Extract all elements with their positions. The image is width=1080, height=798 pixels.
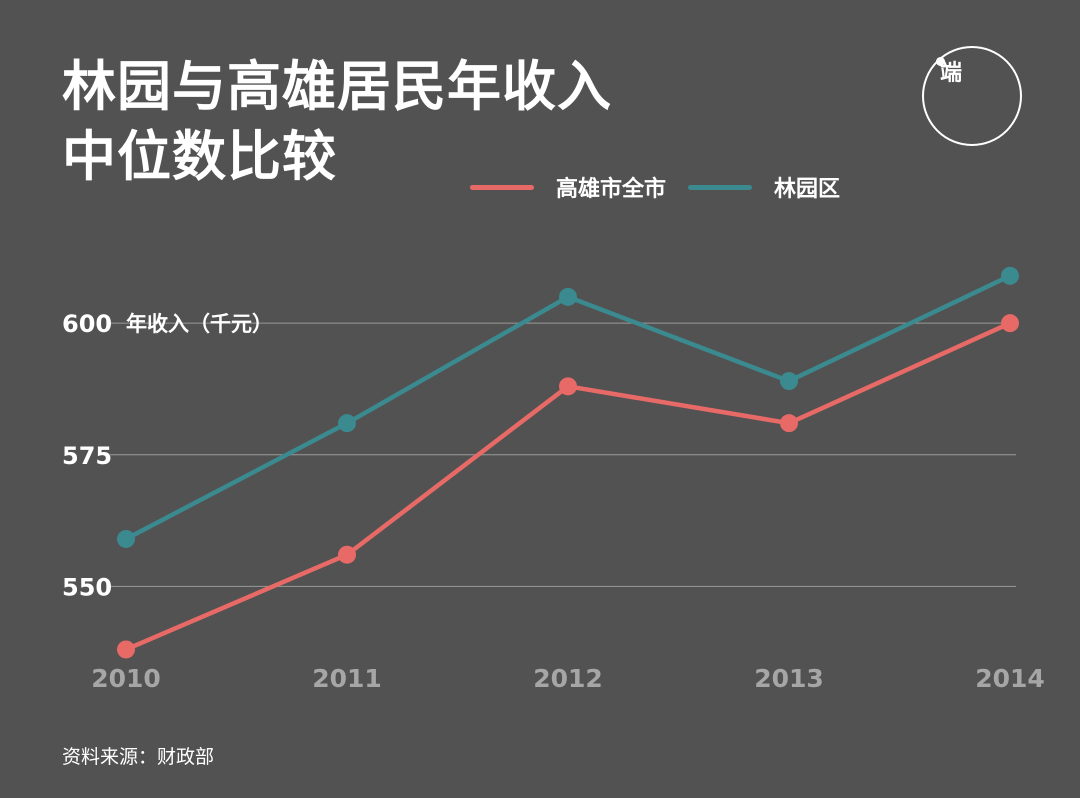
legend-label-kaohsiung: 高雄市全市 (556, 177, 667, 202)
brand-logo-dot (936, 57, 945, 66)
data-point-0-2012 (559, 377, 577, 396)
data-point-1-2011 (338, 414, 356, 433)
x-tick-label-2013: 2013 (754, 664, 824, 693)
legend-swatch-linyuan (688, 184, 753, 190)
data-point-0-2010 (117, 640, 135, 659)
y-tick-label-600: 600 (62, 310, 112, 338)
data-point-1-2010 (117, 529, 135, 548)
data-point-1-2012 (559, 287, 577, 306)
brand-logo: 端 (922, 46, 1022, 146)
legend-label-linyuan: 林园区 (774, 177, 841, 202)
y-axis-label: 年收入（千元） (126, 312, 273, 336)
data-point-1-2014 (1001, 266, 1019, 285)
data-point-1-2013 (780, 372, 798, 391)
chart-legend: 高雄市全市 林园区 (470, 172, 862, 202)
data-point-0-2013 (780, 414, 798, 433)
chart-title: 林园与高雄居民年收入 中位数比较 (62, 52, 612, 192)
chart-title-line-1: 林园与高雄居民年收入 (62, 55, 612, 118)
y-tick-label-575: 575 (62, 442, 112, 470)
series-line-0 (123, 320, 1013, 652)
data-point-0-2014 (1001, 314, 1019, 333)
legend-swatch-kaohsiung (470, 184, 534, 190)
x-tick-label-2010: 2010 (91, 664, 161, 693)
x-tick-label-2014: 2014 (975, 664, 1045, 693)
y-tick-label-550: 550 (62, 573, 112, 601)
data-point-0-2011 (338, 545, 356, 564)
brand-logo-glyph: 端 (940, 61, 963, 86)
chart-title-line-2: 中位数比较 (62, 125, 337, 188)
source-note: 资料来源：财政部 (62, 746, 215, 768)
x-tick-label-2012: 2012 (533, 664, 603, 693)
legend-item-linyuan: 林园区 (688, 171, 840, 203)
legend-item-kaohsiung: 高雄市全市 (470, 171, 666, 203)
x-tick-label-2011: 2011 (312, 664, 382, 693)
